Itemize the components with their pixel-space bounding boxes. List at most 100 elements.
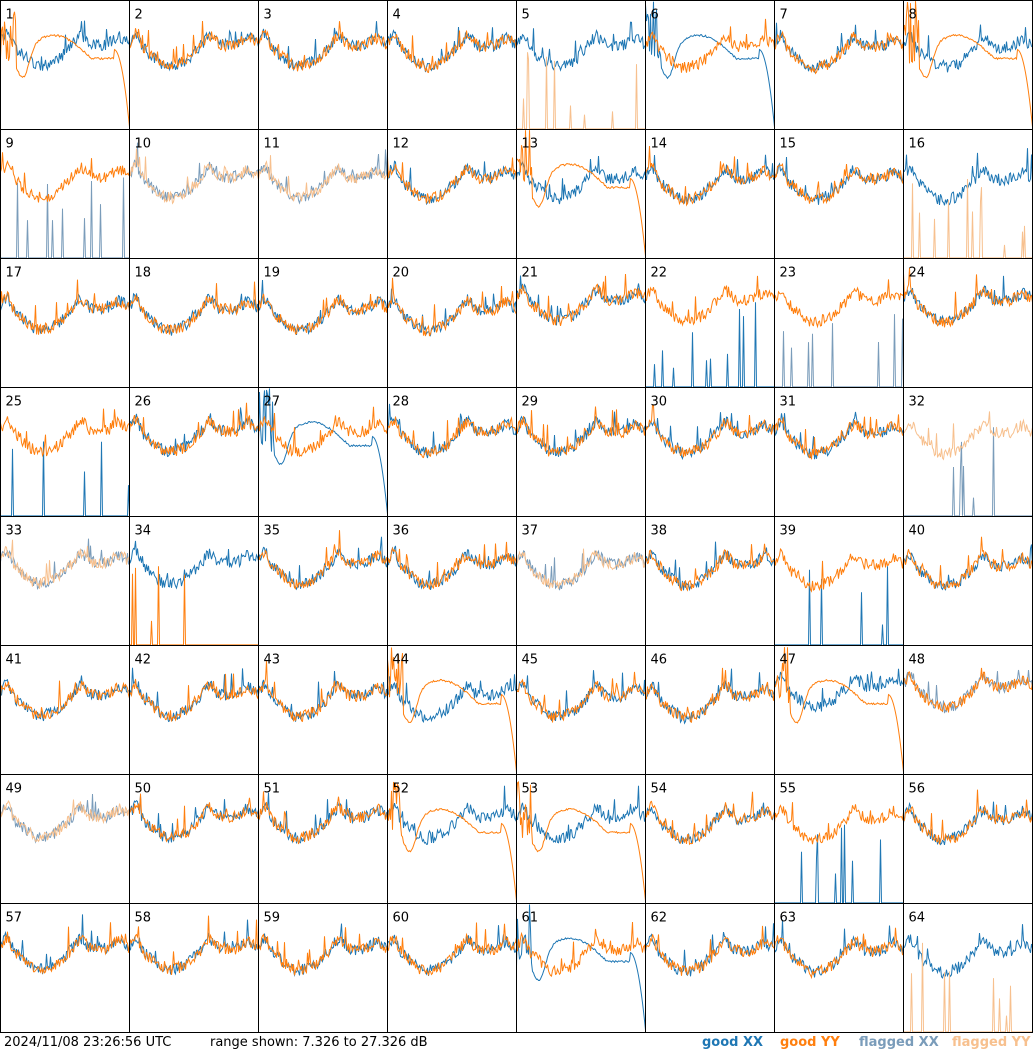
trace-63-xx [774,919,904,978]
trace-48-yy [903,667,1033,713]
range-text: range shown: 7.326 to 27.326 dB [210,1035,428,1050]
trace-23-yy [774,279,904,329]
panel-13: 13 [516,129,646,259]
trace-54-yy [645,791,775,846]
panel-1: 1 [0,0,130,130]
panel-7: 7 [774,0,904,130]
trace-22-xx [645,302,775,388]
panel-30: 30 [645,387,775,517]
panel-17: 17 [0,258,130,388]
panel-label: 20 [393,266,410,281]
trace-56-xx [903,801,1033,846]
trace-9-yy [0,152,130,203]
trace-18-yy [129,281,259,335]
trace-15-yy [774,163,904,205]
panel-56: 56 [903,774,1033,904]
panel-39: 39 [774,516,904,646]
panel-label: 17 [6,266,23,281]
panel-6: 6 [645,0,775,130]
trace-33-yy [0,539,130,589]
trace-35-yy [258,530,388,590]
panel-label: 34 [135,524,152,539]
panel-label: 56 [909,782,926,797]
trace-2-xx [129,29,259,72]
trace-60-xx [387,925,517,976]
trace-28-yy [387,416,517,459]
trace-39-yy [774,547,904,593]
trace-38-yy [645,543,775,592]
panel-label: 30 [651,395,668,410]
trace-41-xx [0,675,130,722]
trace-55-xx [774,824,904,904]
trace-53-xx [516,785,646,844]
trace-12-yy [387,156,517,204]
panel-label: 52 [393,782,410,797]
trace-1-xx [0,20,130,72]
panel-47: 47 [774,645,904,775]
panel-25: 25 [0,387,130,517]
timestamp: 2024/11/08 23:26:56 UTC [4,1035,172,1050]
trace-11-yy [258,155,388,202]
trace-8-xx [903,24,1033,73]
panel-label: 53 [522,782,539,797]
panel-61: 61 [516,903,646,1033]
panel-label: 42 [135,653,152,668]
panel-63: 63 [774,903,904,1033]
trace-40-yy [903,536,1033,590]
trace-5-yy [516,52,646,130]
panel-11: 11 [258,129,388,259]
panel-label: 21 [522,266,539,281]
trace-52-xx [387,785,517,845]
panel-label: 12 [393,137,410,152]
panel-20: 20 [387,258,517,388]
panel-12: 12 [387,129,517,259]
panel-label: 50 [135,782,152,797]
panel-19: 19 [258,258,388,388]
panel-9: 9 [0,129,130,259]
trace-49-xx [0,793,130,844]
trace-38-xx [645,541,775,592]
trace-27-yy [258,406,388,458]
trace-64-xx [903,924,1033,979]
panel-label: 64 [909,911,926,926]
trace-23-xx [774,314,904,388]
panel-label: 55 [780,782,797,797]
trace-57-yy [0,922,130,975]
panel-58: 58 [129,903,259,1033]
panel-label: 11 [264,137,281,152]
trace-37-yy [516,548,646,589]
panel-label: 8 [909,8,917,23]
trace-31-xx [774,411,904,460]
panel-label: 49 [6,782,23,797]
trace-53-yy [516,780,646,901]
panel-55: 55 [774,774,904,904]
panel-label: 1 [6,8,14,23]
panel-label: 10 [135,137,152,152]
panel-49: 49 [0,774,130,904]
panel-label: 37 [522,524,539,539]
panel-38: 38 [645,516,775,646]
panel-53: 53 [516,774,646,904]
panel-label: 5 [522,8,530,23]
trace-10-yy [129,148,259,205]
trace-39-xx [774,566,904,646]
panel-54: 54 [645,774,775,904]
trace-42-yy [129,673,259,722]
panel-45: 45 [516,645,646,775]
trace-5-xx [516,21,646,72]
trace-31-yy [774,414,904,460]
trace-33-xx [0,538,130,590]
panel-44: 44 [387,645,517,775]
trace-14-yy [645,145,775,207]
panel-label: 23 [780,266,797,281]
legend-flagged-yy: flagged YY [952,1035,1031,1050]
panel-frame [0,0,130,130]
panel-31: 31 [774,387,904,517]
trace-52-yy [387,781,517,901]
trace-60-yy [387,922,517,977]
panel-5: 5 [516,0,646,130]
panel-label: 33 [6,524,23,539]
trace-61-xx [516,904,646,1030]
panel-34: 34 [129,516,259,646]
panel-label: 18 [135,266,152,281]
